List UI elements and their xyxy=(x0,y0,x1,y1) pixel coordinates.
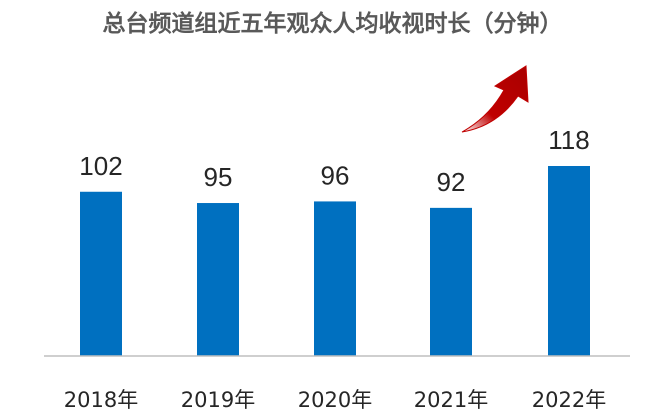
chart-title: 总台频道组近五年观众人均收视时长（分钟） xyxy=(102,11,563,37)
x-tick-label-2021年: 2021年 xyxy=(414,388,488,412)
x-tick-label-2022年: 2022年 xyxy=(532,388,606,412)
data-label-2022年: 118 xyxy=(548,125,589,155)
trend-up-arrow-icon xyxy=(461,65,529,133)
bar-2021年 xyxy=(430,207,472,356)
bar-2019年 xyxy=(197,203,239,356)
bar-2022年 xyxy=(548,166,590,356)
data-label-2019年: 95 xyxy=(204,162,233,192)
data-label-2021年: 92 xyxy=(437,167,466,197)
bar-2020年 xyxy=(314,201,356,356)
data-label-2020年: 96 xyxy=(321,160,350,190)
x-tick-label-2019年: 2019年 xyxy=(181,388,255,412)
x-tick-label-2020年: 2020年 xyxy=(298,388,372,412)
bar-2018年 xyxy=(80,191,122,356)
data-label-2018年: 102 xyxy=(79,151,122,181)
x-tick-label-2018年: 2018年 xyxy=(64,388,138,412)
